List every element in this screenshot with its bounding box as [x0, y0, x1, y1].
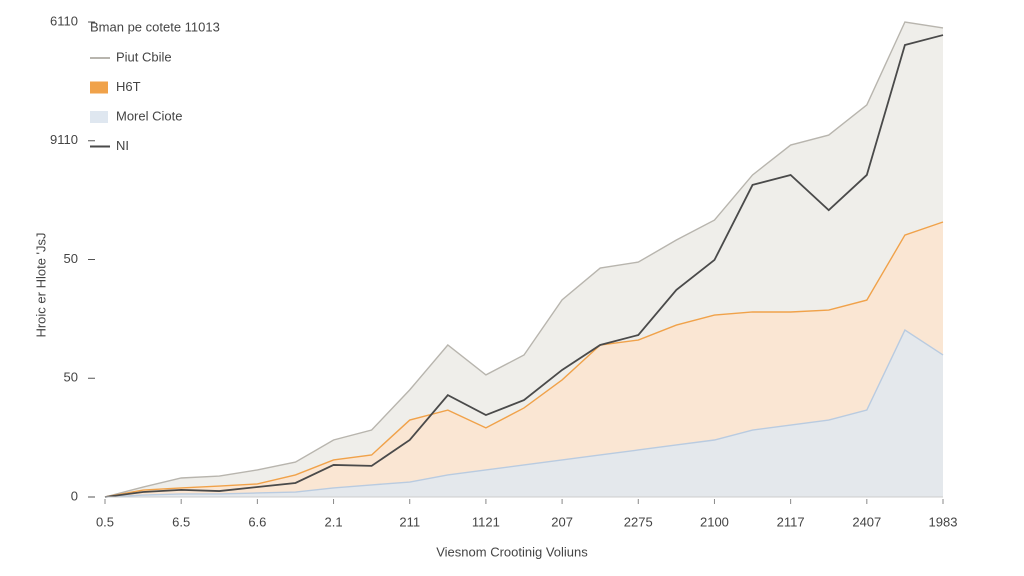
- series-line: [104, 21, 944, 498]
- x-tick-label: 6.6: [248, 514, 266, 529]
- x-tick-label: 2.1: [325, 514, 343, 529]
- plot-area: [104, 21, 944, 498]
- series-line: [104, 221, 944, 498]
- x-tick-label: 6.5: [172, 514, 190, 529]
- legend-label: H6T: [116, 79, 141, 94]
- legend-label: Morel Ciote: [116, 108, 182, 123]
- series-area: [105, 330, 943, 497]
- x-tick-label: 2100: [700, 514, 729, 529]
- y-tick-label: 50: [64, 251, 78, 266]
- series-line: [104, 34, 944, 498]
- x-tick-label: 1121: [472, 514, 500, 529]
- legend-label: NI: [116, 138, 129, 153]
- legend-swatch: [90, 111, 108, 123]
- y-axis-label: Hroic er Hlote 'JsJ: [33, 232, 48, 337]
- x-tick-label: 2275: [624, 514, 653, 529]
- y-tick-label: 0: [71, 488, 78, 503]
- y-tick-label: 6110: [50, 13, 78, 28]
- y-tick-label: 50: [64, 370, 78, 385]
- x-tick-label: 1983: [929, 514, 958, 529]
- legend-label: Piut Cbile: [116, 49, 172, 64]
- chart-title: Bman pe cotete 11013: [90, 19, 220, 34]
- x-tick-label: 2407: [852, 514, 881, 529]
- series-line: [104, 329, 944, 498]
- y-tick-label: 9110: [50, 132, 78, 147]
- x-tick-label: 2117: [777, 514, 805, 529]
- x-tick-label: 211: [399, 514, 420, 529]
- x-tick-label: 0.5: [96, 514, 114, 529]
- x-tick-label: 207: [551, 514, 573, 529]
- series-area: [105, 221, 943, 497]
- x-axis-label: Viesnom Crootinig Voliuns: [436, 544, 588, 559]
- legend-swatch: [90, 81, 108, 94]
